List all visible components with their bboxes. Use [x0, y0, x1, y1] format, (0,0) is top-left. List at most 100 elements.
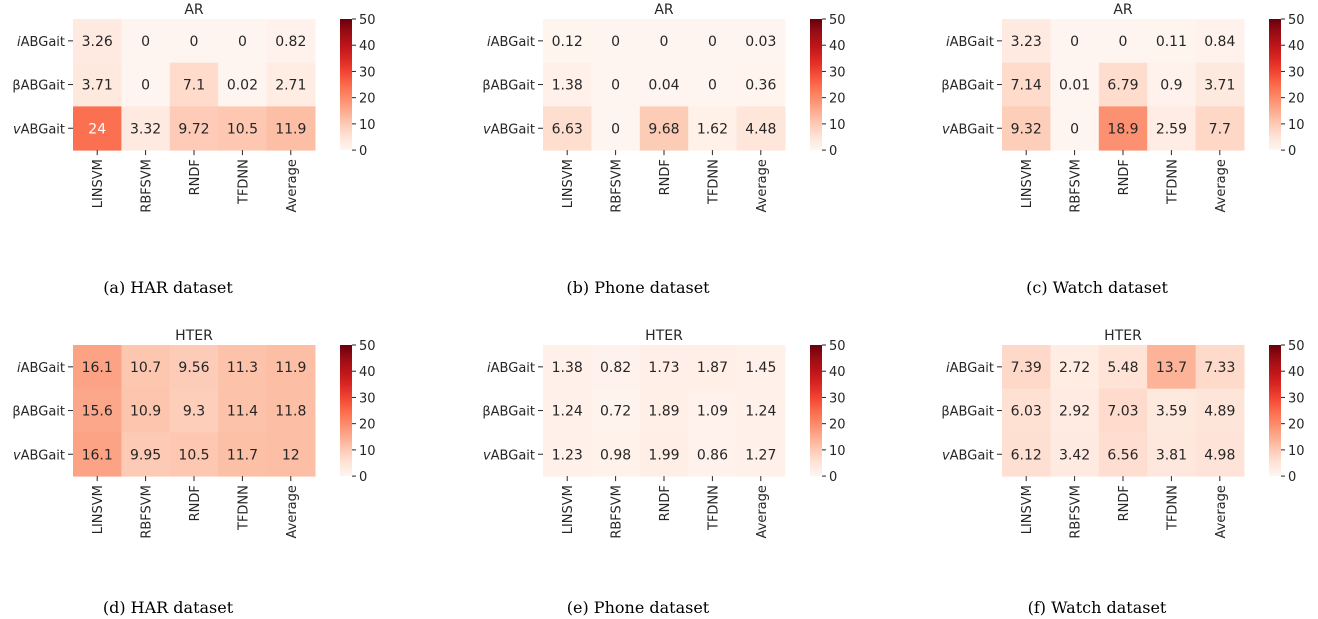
heatmap-cell	[1195, 432, 1245, 477]
row-label: βABGait	[941, 79, 994, 94]
heatmap-cell	[218, 388, 268, 433]
panel-caption: (f) Watch dataset	[1028, 598, 1167, 617]
column-label: LINSVM	[1020, 485, 1035, 534]
colorbar-tick-label: 10	[829, 118, 846, 133]
cell-value-label: 0	[238, 34, 247, 50]
heatmap-cell	[543, 62, 592, 107]
heatmap-cell	[736, 19, 786, 64]
cell-value-label: 0.04	[648, 78, 679, 94]
cell-value-label: 1.99	[648, 447, 679, 463]
cell-value-label: 6.79	[1107, 78, 1138, 94]
heatmap-cell	[688, 345, 738, 390]
heatmap-cell	[1098, 388, 1148, 433]
row-label: βABGait	[12, 405, 65, 420]
heatmap-cell	[688, 432, 738, 477]
colorbar	[340, 19, 352, 151]
cell-value-label: 11.7	[227, 447, 258, 463]
colorbar-tick-label: 30	[1288, 65, 1305, 80]
column-label: RBFSVM	[140, 485, 155, 539]
heatmap-panel-6: HTER 7.39 2.72 5.48 13.7 7.33 6.03 2.92 7.03 3.59…	[941, 328, 1304, 617]
heatmap-cell	[1002, 106, 1051, 151]
cell-value-label: 0	[708, 34, 717, 50]
heatmap-cell	[688, 19, 738, 64]
column-label: RNDF	[188, 159, 203, 195]
heatmap-panel-1: AR 3.26 0 0 0 0.82 3.71 0 7.1 0.02 2.71 24 3.32 9.72 1…	[12, 2, 375, 297]
cell-value-label: 16.1	[82, 360, 113, 376]
heatmap-cell	[1050, 19, 1100, 64]
cell-value-label: 1.87	[697, 360, 728, 376]
colorbar-tick-label: 50	[1288, 339, 1305, 354]
cell-value-label: 10.5	[227, 121, 258, 137]
cell-value-label: 1.73	[648, 360, 679, 376]
colorbar-tick-label: 0	[1288, 144, 1296, 159]
cell-value-label: 0.84	[1204, 34, 1235, 50]
cell-value-label: 0	[1070, 121, 1079, 137]
colorbar	[1269, 19, 1281, 151]
heatmap-cell	[1098, 432, 1148, 477]
cell-value-label: 1.89	[648, 404, 679, 420]
colorbar-tick-label: 20	[359, 92, 376, 107]
colorbar-tick-label: 30	[359, 391, 376, 406]
row-label: vABGait	[942, 448, 994, 463]
column-label: Average	[285, 159, 300, 212]
heatmap-panel-3: AR 3.23 0 0 0.11 0.84 7.14 0.01 6.79 0.9 3.71 9.32 0…	[941, 2, 1304, 297]
colorbar-tick-label: 10	[359, 444, 376, 459]
cell-value-label: 2.92	[1059, 404, 1090, 420]
column-label: RNDF	[1117, 159, 1132, 195]
heatmap-cell	[639, 345, 689, 390]
colorbar-tick-label: 20	[829, 418, 846, 433]
heatmap-cell	[121, 345, 171, 390]
panel-caption: (a) HAR dataset	[103, 278, 233, 297]
panel-caption: (d) HAR dataset	[103, 598, 234, 617]
heatmap-cell	[1002, 345, 1051, 390]
column-label: RBFSVM	[1069, 159, 1084, 213]
colorbar	[810, 19, 822, 151]
cell-value-label: 1.38	[552, 78, 583, 94]
heatmap-cell	[169, 106, 219, 151]
cell-value-label: 11.9	[275, 121, 306, 137]
colorbar-tick-label: 0	[829, 144, 837, 159]
cell-value-label: 7.1	[183, 78, 205, 94]
colorbar-tick-label: 0	[1288, 470, 1296, 485]
heatmap-cell	[1147, 19, 1197, 64]
cell-value-label: 10.9	[130, 404, 161, 420]
heatmap-cell	[121, 62, 171, 107]
heatmap-cell	[73, 62, 122, 107]
colorbar-tick-label: 0	[359, 144, 367, 159]
cell-value-label: 0.11	[1156, 34, 1187, 50]
cell-value-label: 24	[88, 121, 106, 137]
heatmap-cell	[591, 388, 641, 433]
column-label: Average	[1214, 159, 1229, 212]
cell-value-label: 0.12	[552, 34, 583, 50]
cell-value-label: 3.23	[1011, 34, 1042, 50]
cell-value-label: 3.71	[82, 78, 113, 94]
heatmap-cell	[591, 106, 641, 151]
colorbar-tick-label: 40	[829, 365, 846, 380]
cell-value-label: 1.24	[745, 404, 776, 420]
heatmap-cell	[169, 388, 219, 433]
cell-value-label: 10.5	[178, 447, 209, 463]
heatmap-cell	[1002, 388, 1051, 433]
heatmap-cell	[1147, 106, 1197, 151]
cell-value-label: 1.27	[745, 447, 776, 463]
colorbar-tick-label: 50	[1288, 13, 1305, 28]
row-label: iABGait	[487, 361, 535, 376]
heatmap-panel-2: AR 0.12 0 0 0 0.03 1.38 0 0.04 0 0.36 6.63 0 9.68 1.62…	[482, 2, 845, 297]
heatmap-cell	[266, 19, 316, 64]
cell-value-label: 11.3	[227, 360, 258, 376]
cell-value-label: 3.81	[1156, 447, 1187, 463]
cell-value-label: 2.59	[1156, 121, 1187, 137]
heatmap-cell	[266, 106, 316, 151]
colorbar-tick-label: 20	[1288, 418, 1305, 433]
cell-value-label: 9.3	[183, 404, 205, 420]
colorbar-tick-label: 10	[1288, 118, 1305, 133]
colorbar-tick-label: 40	[359, 39, 376, 54]
column-label: Average	[285, 485, 300, 538]
heatmap-cell	[543, 345, 592, 390]
heatmap-cell	[1147, 432, 1197, 477]
heatmap-cell	[736, 106, 786, 151]
heatmap-cell	[639, 19, 689, 64]
heatmap-cell	[688, 106, 738, 151]
heatmap-cell	[639, 388, 689, 433]
cell-value-label: 1.23	[552, 447, 583, 463]
